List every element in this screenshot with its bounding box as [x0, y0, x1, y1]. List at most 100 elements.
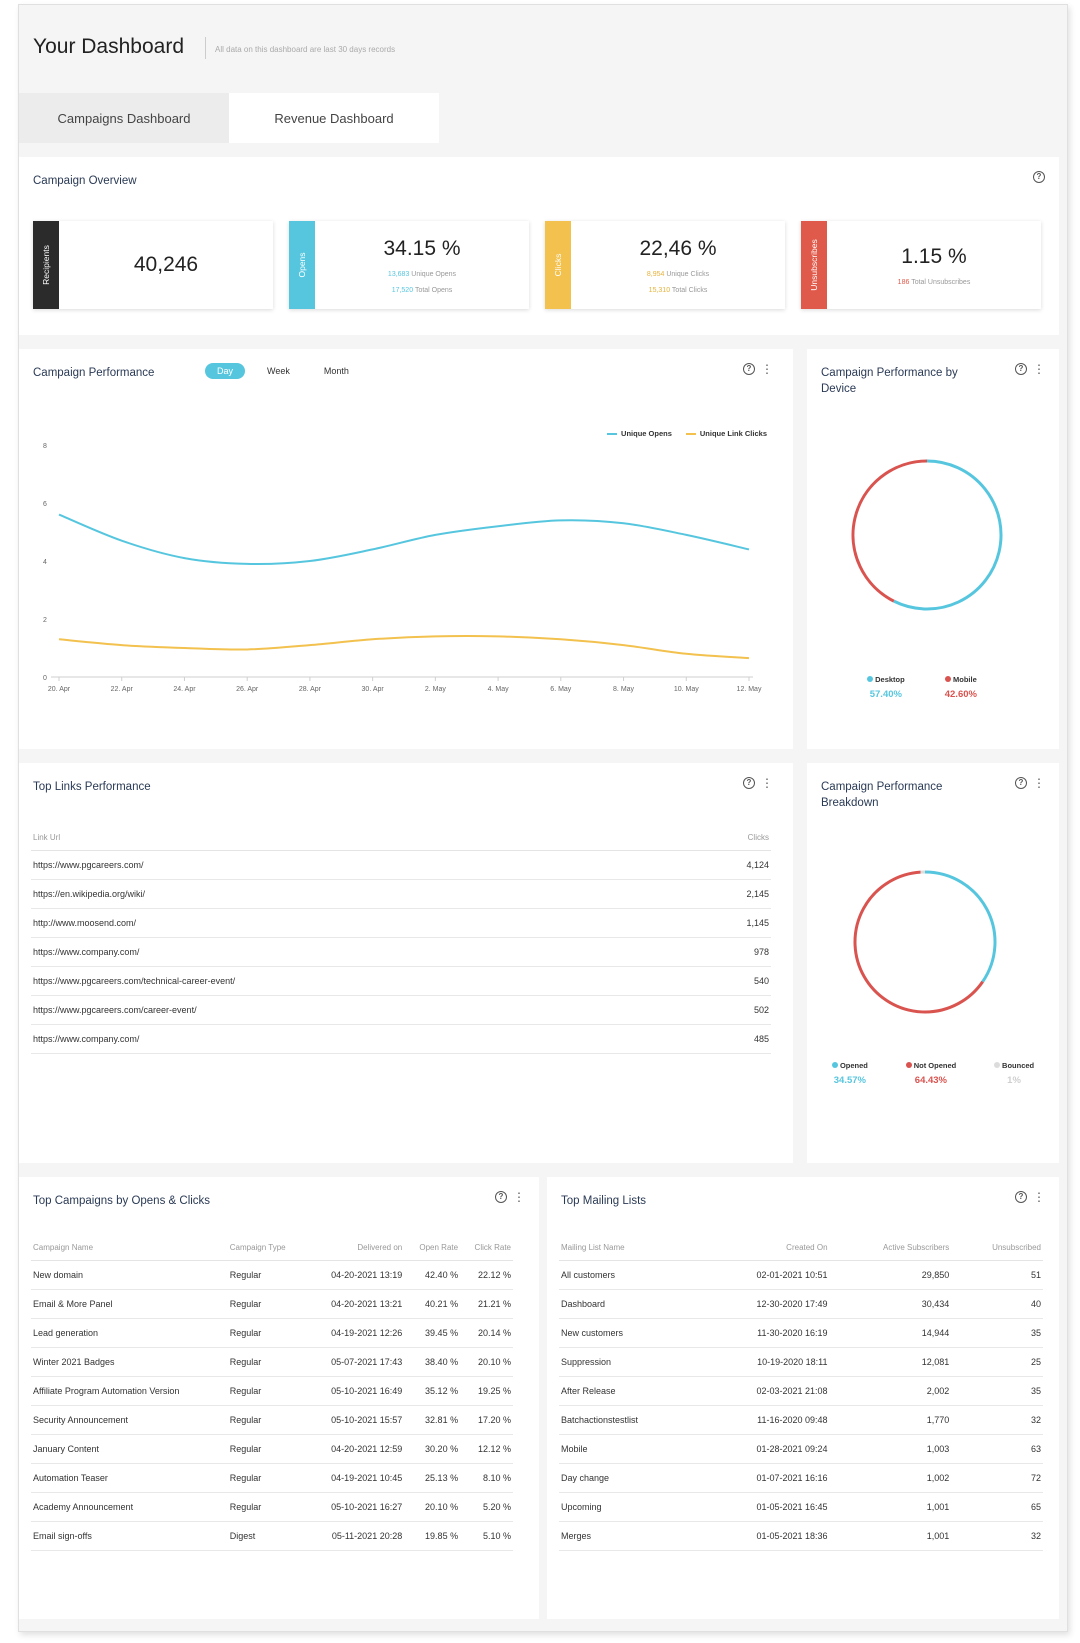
- campaign-row[interactable]: Email & More Panel Regular 04-20-2021 13:2…: [31, 1289, 513, 1319]
- more-options-icon[interactable]: ⋮: [761, 362, 773, 376]
- link-row[interactable]: https://www.pgcareers.com/technical-care…: [31, 966, 771, 996]
- link-row[interactable]: https://www.company.com/978: [31, 937, 771, 967]
- donut-slice-opened[interactable]: [924, 870, 997, 983]
- table-cell: 35: [951, 1376, 1043, 1406]
- table-cell: Suppression: [559, 1347, 700, 1377]
- table-cell: 25.13 %: [404, 1463, 461, 1493]
- table-cell: 02-03-2021 21:08: [699, 1376, 830, 1406]
- kpi-value: 1.15 %: [901, 245, 967, 268]
- link-row[interactable]: http://www.moosend.com/1,145: [31, 908, 771, 938]
- column-header-click-rate[interactable]: Click Rate: [460, 1243, 513, 1261]
- link-row[interactable]: https://www.pgcareers.com/4,124: [31, 850, 771, 880]
- y-tick-label: 8: [43, 443, 47, 450]
- legend-label: Not Opened: [913, 1061, 957, 1070]
- column-header-open-rate[interactable]: Open Rate: [404, 1243, 461, 1261]
- mailing-list-row[interactable]: Upcoming 01-05-2021 16:45 1,001 65: [559, 1492, 1043, 1522]
- column-header-link-url[interactable]: Link Url: [31, 833, 687, 851]
- campaign-row[interactable]: Affiliate Program Automation Version Regu…: [31, 1376, 513, 1406]
- legend-label: Unique Opens: [621, 429, 672, 438]
- kpi-recipients: Recipients 40,246: [33, 221, 273, 309]
- mailing-list-row[interactable]: Mobile 01-28-2021 09:24 1,003 63: [559, 1434, 1043, 1464]
- legend-item-unique-opens[interactable]: Unique Opens: [607, 429, 672, 438]
- table-cell: 17.20 %: [460, 1405, 513, 1435]
- donut-slice-not-opened[interactable]: [853, 870, 984, 1014]
- more-options-icon[interactable]: ⋮: [1033, 362, 1045, 376]
- help-icon[interactable]: ?: [1015, 363, 1027, 375]
- column-header-unsubscribed[interactable]: Unsubscribed: [951, 1243, 1043, 1261]
- mailing-list-row[interactable]: Merges 01-05-2021 18:36 1,001 32: [559, 1521, 1043, 1551]
- table-cell: https://www.pgcareers.com/career-event/: [31, 995, 687, 1025]
- legend-item-opened[interactable]: Opened 34.57%: [831, 1061, 868, 1086]
- kpi-clicks: Clicks 22,46 % 8,954 Unique Clicks 15,31…: [545, 221, 785, 309]
- column-header-campaign-name[interactable]: Campaign Name: [31, 1243, 228, 1261]
- link-row[interactable]: https://www.pgcareers.com/career-event/5…: [31, 995, 771, 1025]
- table-cell: 04-20-2021 13:19: [306, 1260, 405, 1290]
- period-week-button[interactable]: Week: [267, 366, 290, 376]
- help-icon[interactable]: ?: [743, 777, 755, 789]
- table-cell: Regular: [227, 1492, 307, 1522]
- donut-slice-desktop[interactable]: [893, 459, 1003, 611]
- table-cell: 540: [686, 966, 771, 996]
- table-cell: Security Announcement: [31, 1405, 228, 1435]
- mailing-list-row[interactable]: After Release 02-03-2021 21:08 2,002 35: [559, 1376, 1043, 1406]
- legend-item-unique-link-clicks[interactable]: Unique Link Clicks: [685, 429, 767, 438]
- table-cell: 29,850: [829, 1260, 952, 1290]
- campaign-row[interactable]: New domain Regular 04-20-2021 13:19 42.40 %…: [31, 1260, 513, 1290]
- help-icon[interactable]: ?: [1015, 1191, 1027, 1203]
- kpi-subtext: 186 Total Unsubscribes: [827, 279, 1041, 286]
- campaign-row[interactable]: Security Announcement Regular 05-10-2021 1…: [31, 1405, 513, 1435]
- table-cell: 22.12 %: [460, 1260, 513, 1290]
- period-month-button[interactable]: Month: [323, 366, 349, 376]
- tab-revenue-dashboard[interactable]: Revenue Dashboard: [229, 93, 439, 143]
- legend-item-mobile[interactable]: Mobile 42.60%: [945, 675, 977, 700]
- period-day-button[interactable]: Day: [205, 363, 246, 379]
- mailing-list-row[interactable]: All customers 02-01-2021 10:51 29,850 51: [559, 1260, 1043, 1290]
- help-icon[interactable]: ?: [495, 1191, 507, 1203]
- mailing-list-row[interactable]: New customers 11-30-2020 16:19 14,944 35: [559, 1318, 1043, 1348]
- campaign-row[interactable]: January Content Regular 04-20-2021 12:59 30…: [31, 1434, 513, 1464]
- kpi-unsubscribes: Unsubscribes 1.15 % 186 Total Unsubscrib…: [801, 221, 1041, 309]
- help-icon[interactable]: ?: [1015, 777, 1027, 789]
- mailing-list-row[interactable]: Batchactionstestlist 11-16-2020 09:48 1,77…: [559, 1405, 1043, 1435]
- campaign-row[interactable]: Lead generation Regular 04-19-2021 12:26 39…: [31, 1318, 513, 1348]
- campaign-row[interactable]: Academy Announcement Regular 05-10-2021 16…: [31, 1492, 513, 1522]
- more-options-icon[interactable]: ⋮: [1033, 1190, 1045, 1204]
- more-options-icon[interactable]: ⋮: [761, 776, 773, 790]
- top-links-card: Top Links Performance ? ⋮ Link Url Click…: [19, 763, 793, 1163]
- kpi-sub-number: 186: [897, 279, 910, 286]
- tab-campaigns-dashboard[interactable]: Campaigns Dashboard: [19, 93, 229, 143]
- campaign-overview-card: Campaign Overview ? Recipients 40,246 Op…: [19, 157, 1059, 335]
- column-header-active-subscribers[interactable]: Active Subscribers: [829, 1243, 952, 1261]
- link-row[interactable]: https://en.wikipedia.org/wiki/2,145: [31, 879, 771, 909]
- device-legend: Desktop 57.40% Mobile 42.60%: [847, 675, 997, 700]
- column-header-delivered-on[interactable]: Delivered on: [306, 1243, 405, 1261]
- campaign-row[interactable]: Email sign-offs Digest 05-11-2021 20:28 19.…: [31, 1521, 513, 1551]
- help-icon[interactable]: ?: [1033, 171, 1045, 183]
- campaign-row[interactable]: Automation Teaser Regular 04-19-2021 10:45…: [31, 1463, 513, 1493]
- column-header-campaign-type[interactable]: Campaign Type: [227, 1243, 307, 1261]
- kpi-band-clicks: Clicks: [545, 221, 571, 309]
- more-options-icon[interactable]: ⋮: [513, 1190, 525, 1204]
- table-cell: 10-19-2020 18:11: [699, 1347, 830, 1377]
- mailing-list-row[interactable]: Dashboard 12-30-2020 17:49 30,434 40: [559, 1289, 1043, 1319]
- table-cell: 30,434: [829, 1289, 952, 1319]
- legend-item-not-opened[interactable]: Not Opened 64.43%: [905, 1061, 957, 1086]
- legend-swatch: [607, 432, 618, 435]
- header-note: All data on this dashboard are last 30 d…: [215, 45, 396, 54]
- column-header-clicks[interactable]: Clicks: [686, 833, 771, 851]
- more-options-icon[interactable]: ⋮: [1033, 776, 1045, 790]
- mailing-list-row[interactable]: Day change 01-07-2021 16:16 1,002 72: [559, 1463, 1043, 1493]
- table-cell: Merges: [559, 1521, 700, 1551]
- table-cell: 21.21 %: [460, 1289, 513, 1319]
- donut-slice-mobile[interactable]: [851, 459, 928, 603]
- column-header-created-on[interactable]: Created On: [699, 1243, 830, 1261]
- campaign-row[interactable]: Winter 2021 Badges Regular 05-07-2021 17:4…: [31, 1347, 513, 1377]
- help-icon[interactable]: ?: [743, 363, 755, 375]
- link-row[interactable]: https://www.company.com/485: [31, 1024, 771, 1054]
- x-tick-label: 22. Apr: [111, 686, 134, 693]
- kpi-band-recipients: Recipients: [33, 221, 59, 309]
- mailing-list-row[interactable]: Suppression 10-19-2020 18:11 12,081 25: [559, 1347, 1043, 1377]
- legend-item-desktop[interactable]: Desktop 57.40%: [867, 675, 905, 700]
- legend-item-bounced[interactable]: Bounced 1%: [993, 1061, 1034, 1086]
- column-header-mailing-list-name[interactable]: Mailing List Name: [559, 1243, 700, 1261]
